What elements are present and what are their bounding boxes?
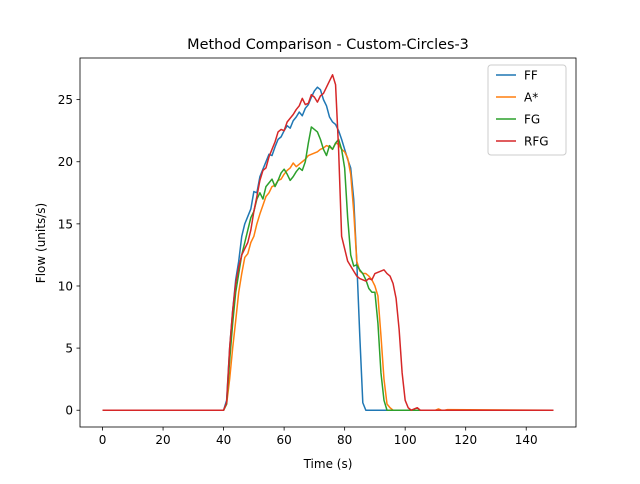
x-tick-label: 140 (515, 433, 538, 447)
series-line-1 (102, 142, 554, 411)
y-tick-label: 20 (58, 155, 73, 169)
y-tick-label: 15 (58, 217, 73, 231)
x-tick-label: 0 (99, 433, 107, 447)
chart-title: Method Comparison - Custom-Circles-3 (187, 37, 469, 53)
series-lines (102, 74, 554, 411)
x-tick-label: 120 (454, 433, 477, 447)
plot-area: 0 20 40 60 80 100 120 140 0 5 10 15 20 25 (58, 57, 577, 447)
legend: FF A* FG RFG (487, 64, 567, 156)
x-tick-label: 80 (337, 433, 352, 447)
y-axis-label: Flow (units/s) (34, 203, 48, 283)
series-line-2 (102, 126, 554, 411)
y-tick-label: 5 (65, 342, 73, 356)
x-tick-label: 20 (155, 433, 170, 447)
y-tick-label: 10 (58, 279, 73, 293)
legend-box (487, 64, 567, 156)
legend-label-2: FG (524, 113, 540, 127)
x-axis-label: Time (s) (303, 457, 353, 471)
x-tick-label: 60 (276, 433, 291, 447)
legend-label-0: FF (524, 69, 538, 83)
x-tick-label: 40 (216, 433, 231, 447)
legend-label-1: A* (524, 91, 538, 105)
legend-label-3: RFG (524, 135, 549, 149)
x-tick-label: 100 (394, 433, 417, 447)
y-tick-label: 25 (58, 93, 73, 107)
y-tick-label: 0 (65, 404, 73, 418)
series-line-3 (102, 74, 554, 411)
axes-frame (79, 57, 577, 428)
